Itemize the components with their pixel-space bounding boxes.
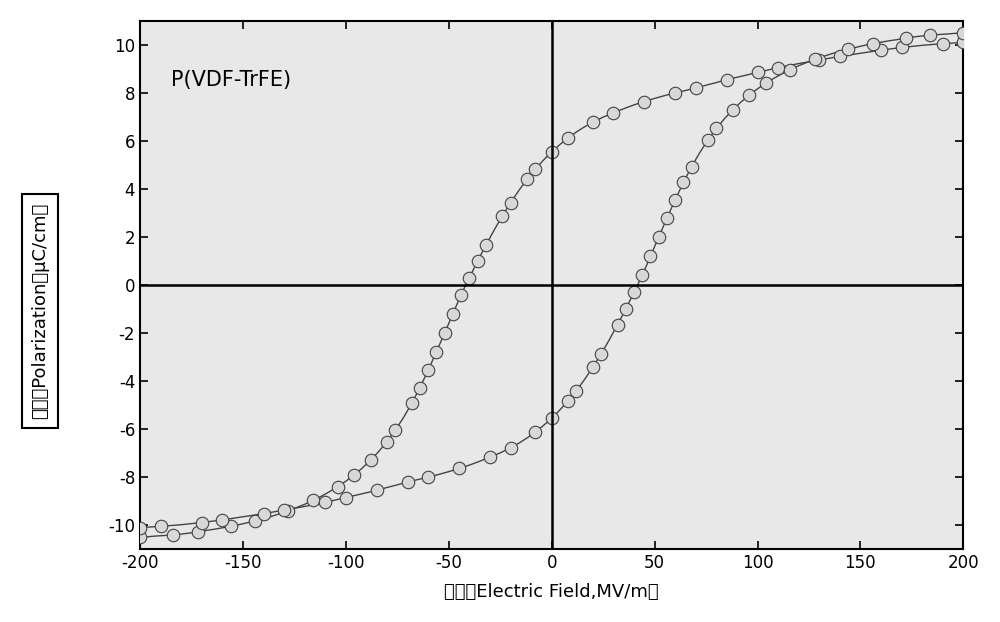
Text: P(VDF-TrFE): P(VDF-TrFE) bbox=[171, 70, 291, 90]
Text: 极化（Polarization，μC/cm）: 极化（Polarization，μC/cm） bbox=[31, 203, 49, 419]
X-axis label: 电场（Electric Field,MV/m）: 电场（Electric Field,MV/m） bbox=[444, 583, 659, 601]
